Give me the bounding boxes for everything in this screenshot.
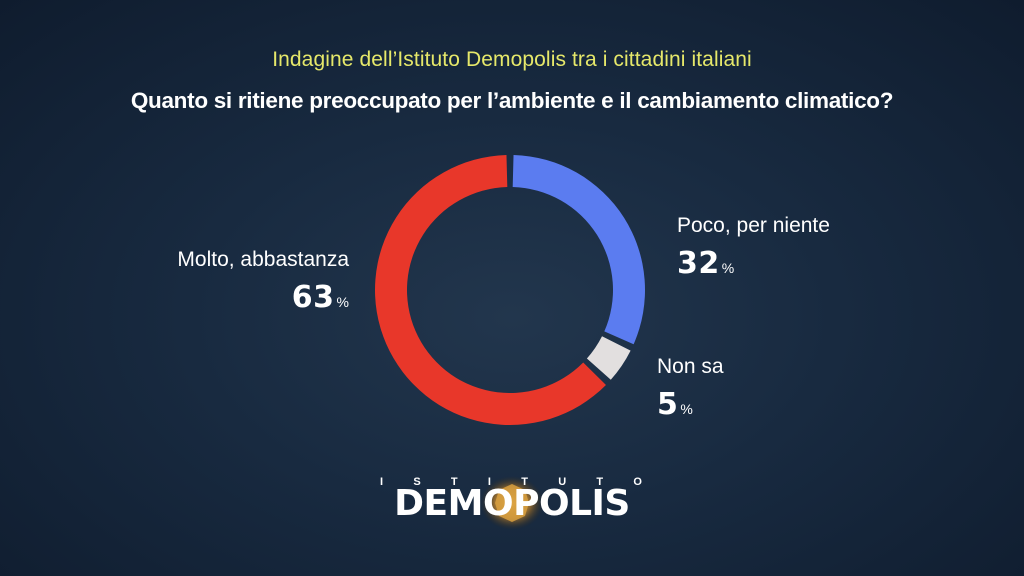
- slice-value-molto: 63%: [291, 280, 349, 315]
- donut-slice-molto-abbastanza: [375, 155, 606, 425]
- slice-label-poco: Poco, per niente: [677, 214, 830, 237]
- logo-letter: I: [380, 476, 384, 488]
- slice-value-nonsa: 5%: [657, 387, 693, 422]
- donut-slice-poco-per-niente: [512, 155, 645, 345]
- logo-letter: T: [450, 476, 458, 488]
- logo-letter: S: [413, 476, 421, 488]
- logo-letter: O: [633, 476, 642, 488]
- logo-letter: T: [596, 476, 604, 488]
- chart-subtitle: Indagine dell’Istituto Demopolis tra i c…: [272, 48, 752, 71]
- logo-emblem-icon: [480, 476, 544, 530]
- donut-slice-non-sa: [586, 336, 631, 380]
- chart-title: Quanto si ritiene preoccupato per l’ambi…: [130, 88, 894, 113]
- logo-letter: T: [521, 476, 528, 488]
- slice-label-molto: Molto, abbastanza: [177, 248, 349, 271]
- slice-label-nonsa: Non sa: [657, 355, 724, 378]
- logo-wordmark: DEMOPOLIS: [394, 483, 630, 524]
- logo-letter: I: [487, 476, 491, 488]
- logo-letter: U: [558, 476, 567, 488]
- slice-value-poco: 32%: [677, 246, 735, 281]
